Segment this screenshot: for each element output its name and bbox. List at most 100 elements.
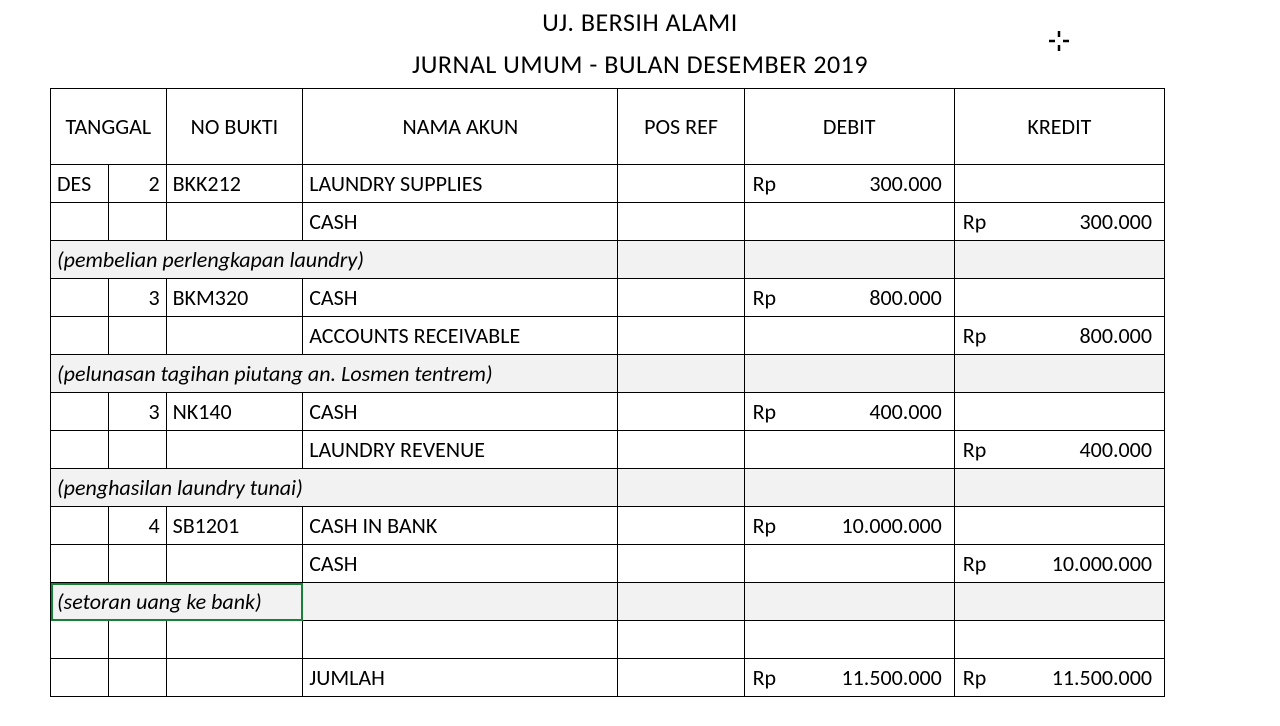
- table-row: LAUNDRY REVENUE Rp400.000: [51, 431, 1165, 469]
- blank-cell[interactable]: [303, 621, 618, 659]
- blank-cell[interactable]: [954, 469, 1164, 507]
- akun-cell[interactable]: CASH: [303, 203, 618, 241]
- debit-cell[interactable]: [744, 431, 954, 469]
- posref-cell[interactable]: [618, 431, 744, 469]
- blank-cell[interactable]: [618, 241, 744, 279]
- month-cell[interactable]: [51, 279, 109, 317]
- day-cell[interactable]: 2: [108, 165, 166, 203]
- kredit-cell[interactable]: Rp800.000: [954, 317, 1164, 355]
- bukti-cell[interactable]: [166, 317, 303, 355]
- company-title: UJ. BERSIH ALAMI: [0, 6, 1280, 38]
- description-cell[interactable]: (pelunasan tagihan piutang an. Losmen te…: [51, 355, 618, 393]
- table-row: 3NK140CASH Rp400.000: [51, 393, 1165, 431]
- debit-cell[interactable]: Rp300.000: [744, 165, 954, 203]
- day-cell[interactable]: 4: [108, 507, 166, 545]
- table-row: ACCOUNTS RECEIVABLE Rp800.000: [51, 317, 1165, 355]
- description-cell[interactable]: (penghasilan laundry tunai): [51, 469, 618, 507]
- posref-cell[interactable]: [618, 507, 744, 545]
- akun-cell[interactable]: CASH: [303, 545, 618, 583]
- bukti-cell[interactable]: [166, 431, 303, 469]
- posref-cell[interactable]: [618, 279, 744, 317]
- kredit-cell[interactable]: [954, 279, 1164, 317]
- posref-cell[interactable]: [618, 393, 744, 431]
- blank-cell[interactable]: [744, 469, 954, 507]
- akun-cell[interactable]: LAUNDRY SUPPLIES: [303, 165, 618, 203]
- table-row: (pembelian perlengkapan laundry): [51, 241, 1165, 279]
- kredit-cell[interactable]: Rp10.000.000: [954, 545, 1164, 583]
- debit-cell[interactable]: [744, 203, 954, 241]
- day-cell[interactable]: 3: [108, 279, 166, 317]
- blank-cell[interactable]: [108, 621, 166, 659]
- table-row: JUMLAH Rp11.500.000Rp11.500.000: [51, 659, 1165, 697]
- akun-cell[interactable]: CASH: [303, 279, 618, 317]
- debit-cell[interactable]: [744, 545, 954, 583]
- day-cell[interactable]: [108, 203, 166, 241]
- blank-cell[interactable]: [51, 621, 109, 659]
- blank-cell[interactable]: [618, 659, 744, 697]
- posref-cell[interactable]: [618, 317, 744, 355]
- col-debit: DEBIT: [744, 89, 954, 165]
- month-cell[interactable]: [51, 317, 109, 355]
- month-cell[interactable]: [51, 507, 109, 545]
- table-row: 3BKM320CASH Rp800.000: [51, 279, 1165, 317]
- debit-cell[interactable]: Rp10.000.000: [744, 507, 954, 545]
- day-cell[interactable]: [108, 545, 166, 583]
- blank-cell[interactable]: [744, 355, 954, 393]
- month-cell[interactable]: [51, 203, 109, 241]
- bukti-cell[interactable]: SB1201: [166, 507, 303, 545]
- blank-cell[interactable]: [166, 621, 303, 659]
- crosshair-cursor-icon: [1048, 30, 1070, 58]
- col-nama-akun: NAMA AKUN: [303, 89, 618, 165]
- bukti-cell[interactable]: BKM320: [166, 279, 303, 317]
- blank-cell[interactable]: [744, 583, 954, 621]
- blank-cell[interactable]: [618, 355, 744, 393]
- posref-cell[interactable]: [618, 545, 744, 583]
- col-tanggal: TANGGAL: [51, 89, 167, 165]
- akun-cell[interactable]: CASH IN BANK: [303, 507, 618, 545]
- month-cell[interactable]: [51, 545, 109, 583]
- kredit-cell[interactable]: Rp11.500.000: [954, 659, 1164, 697]
- blank-cell[interactable]: [744, 621, 954, 659]
- total-label-cell[interactable]: JUMLAH: [303, 659, 618, 697]
- blank-cell[interactable]: [954, 621, 1164, 659]
- akun-cell[interactable]: LAUNDRY REVENUE: [303, 431, 618, 469]
- description-cell[interactable]: (pembelian perlengkapan laundry): [51, 241, 618, 279]
- blank-cell[interactable]: [618, 469, 744, 507]
- kredit-cell[interactable]: [954, 507, 1164, 545]
- blank-cell[interactable]: [618, 583, 744, 621]
- blank-cell[interactable]: [303, 583, 618, 621]
- kredit-cell[interactable]: Rp300.000: [954, 203, 1164, 241]
- description-cell[interactable]: (setoran uang ke bank): [51, 583, 303, 621]
- debit-cell[interactable]: Rp400.000: [744, 393, 954, 431]
- month-cell[interactable]: [51, 431, 109, 469]
- blank-cell[interactable]: [744, 241, 954, 279]
- kredit-cell[interactable]: [954, 165, 1164, 203]
- day-cell[interactable]: 3: [108, 393, 166, 431]
- debit-cell[interactable]: Rp800.000: [744, 279, 954, 317]
- blank-cell[interactable]: [954, 355, 1164, 393]
- blank-cell[interactable]: [954, 583, 1164, 621]
- debit-cell[interactable]: Rp11.500.000: [744, 659, 954, 697]
- blank-cell[interactable]: [166, 659, 303, 697]
- month-cell[interactable]: DES: [51, 165, 109, 203]
- kredit-cell[interactable]: [954, 393, 1164, 431]
- posref-cell[interactable]: [618, 203, 744, 241]
- bukti-cell[interactable]: [166, 545, 303, 583]
- day-cell[interactable]: [108, 317, 166, 355]
- blank-cell[interactable]: [954, 241, 1164, 279]
- blank-cell[interactable]: [618, 621, 744, 659]
- akun-cell[interactable]: CASH: [303, 393, 618, 431]
- blank-cell[interactable]: [51, 659, 109, 697]
- akun-cell[interactable]: ACCOUNTS RECEIVABLE: [303, 317, 618, 355]
- day-cell[interactable]: [108, 431, 166, 469]
- header-row: TANGGAL NO BUKTI NAMA AKUN POS REF DEBIT…: [51, 89, 1165, 165]
- month-cell[interactable]: [51, 393, 109, 431]
- bukti-cell[interactable]: BKK212: [166, 165, 303, 203]
- debit-cell[interactable]: [744, 317, 954, 355]
- blank-cell[interactable]: [108, 659, 166, 697]
- kredit-cell[interactable]: Rp400.000: [954, 431, 1164, 469]
- bukti-cell[interactable]: NK140: [166, 393, 303, 431]
- posref-cell[interactable]: [618, 165, 744, 203]
- bukti-cell[interactable]: [166, 203, 303, 241]
- table-row: (penghasilan laundry tunai): [51, 469, 1165, 507]
